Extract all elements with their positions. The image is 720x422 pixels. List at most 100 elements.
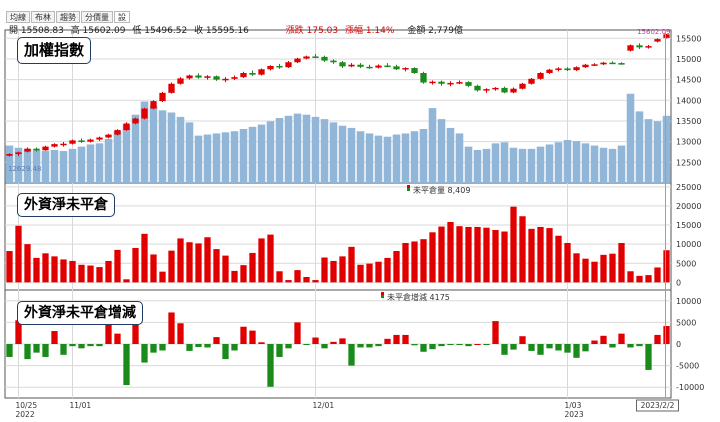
volume-bar: [500, 142, 509, 183]
last-price-label: 15602.09: [637, 28, 670, 36]
bar-oichg: [42, 344, 49, 357]
candle-body: [51, 144, 58, 147]
volume-bar: [113, 131, 122, 183]
volume-bar: [482, 148, 491, 183]
low-price-label: 12629.48: [8, 165, 41, 173]
bar-oi: [6, 251, 13, 283]
candle-body: [213, 76, 220, 80]
bar-oi: [276, 271, 283, 283]
bar-oichg: [555, 344, 562, 351]
panel-title-index: 加權指數: [17, 37, 92, 64]
volume-bar: [185, 122, 194, 183]
bar-oichg: [195, 344, 202, 348]
candle-body: [285, 62, 292, 68]
panel-title-open-interest: 外資淨未平倉: [17, 193, 115, 217]
bar-oichg: [411, 344, 418, 346]
bar-oi: [213, 249, 220, 283]
volume-bar: [293, 113, 302, 183]
y-tick-label-index: 13000: [676, 138, 701, 147]
bar-oichg: [6, 344, 13, 357]
x-tick-year-label: 2022: [16, 410, 35, 419]
bar-oi: [663, 250, 670, 283]
bar-oichg: [474, 344, 481, 345]
volume-bar: [77, 146, 86, 183]
bar-oichg: [492, 321, 499, 344]
bar-oi: [591, 261, 598, 283]
legend-swatch-up-oi: [407, 185, 410, 188]
candle-body: [114, 130, 121, 135]
bar-oichg: [375, 344, 382, 347]
candle-body: [276, 65, 283, 68]
candle-body: [69, 140, 76, 144]
volume-bar: [563, 140, 572, 183]
bar-oi: [114, 249, 121, 283]
bar-oi: [429, 232, 436, 283]
bar-oi: [78, 264, 85, 283]
bar-oi: [393, 251, 400, 283]
volume-bar: [59, 151, 68, 183]
tab-trend[interactable]: 趨勢: [56, 11, 80, 23]
volume-bar: [518, 148, 527, 183]
volume-bar: [473, 149, 482, 183]
y-tick-label-oi: 25000: [676, 183, 701, 192]
tab-bollinger[interactable]: 布林: [31, 11, 55, 23]
bar-oi: [564, 242, 571, 283]
bar-oi: [528, 228, 535, 283]
candle-body: [42, 146, 49, 151]
candle-body: [420, 73, 427, 83]
bar-oichg: [231, 344, 238, 351]
volume-bar: [212, 133, 221, 183]
volume-bar: [401, 133, 410, 183]
price-info-bar: 開 15508.83 高 15602.09 低 15496.52 收 15595…: [9, 25, 467, 38]
tab-volume-profile[interactable]: 分價量: [81, 11, 113, 23]
tab-settings[interactable]: 設: [114, 11, 130, 23]
bar-oi: [150, 254, 157, 283]
bar-oi: [204, 237, 211, 283]
candle-body: [573, 67, 580, 71]
volume-bar: [122, 124, 131, 183]
volume-bar: [86, 144, 95, 183]
volume-bar: [509, 147, 518, 183]
bar-oichg: [159, 344, 166, 351]
bar-oi: [240, 265, 247, 283]
candle-body: [258, 69, 265, 75]
bar-oi: [60, 259, 67, 283]
bar-oichg: [24, 344, 31, 360]
low-value: 低 15496.52: [132, 26, 188, 36]
bar-oichg: [168, 312, 175, 344]
volume-bar: [383, 136, 392, 183]
volume-bar: [14, 147, 23, 183]
bar-oi: [285, 280, 292, 283]
bar-oichg: [186, 344, 193, 351]
y-tick-label-index: 15500: [676, 34, 701, 43]
bar-oi: [384, 257, 391, 283]
toolbar-tabs: 均線 布林 趨勢 分價量 設: [6, 11, 131, 23]
candle-body: [60, 143, 67, 146]
candle-body: [564, 68, 571, 71]
volume-bar: [176, 116, 185, 183]
volume-bar: [572, 141, 581, 183]
candle-body: [33, 148, 40, 151]
bar-oichg: [519, 336, 526, 344]
volume-bar: [545, 144, 554, 183]
bar-oichg: [636, 344, 643, 347]
bar-oi: [465, 226, 472, 283]
volume-bar: [104, 138, 113, 183]
volume-bar: [230, 131, 239, 183]
bar-oi: [330, 260, 337, 283]
bar-oi: [249, 252, 256, 283]
volume-bar: [464, 146, 473, 183]
bar-oichg: [501, 344, 508, 355]
bar-oi: [42, 253, 49, 283]
bar-oi: [555, 235, 562, 283]
candle-body: [654, 39, 661, 42]
y-tick-label-index: 14000: [676, 96, 701, 105]
bar-oichg: [618, 333, 625, 344]
bar-oichg: [294, 322, 301, 344]
volume-bar: [527, 148, 536, 183]
candle-body: [294, 58, 301, 63]
bar-oichg: [60, 344, 67, 355]
bar-oichg: [33, 344, 40, 353]
tab-moving-average[interactable]: 均線: [6, 11, 30, 23]
bar-oi: [447, 221, 454, 283]
